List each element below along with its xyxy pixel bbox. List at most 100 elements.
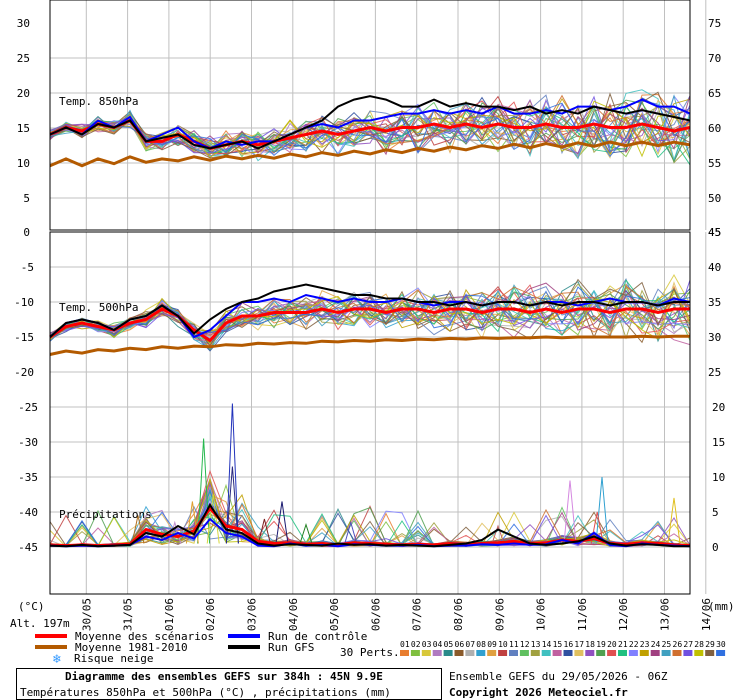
precip-spike	[206, 494, 220, 544]
pert-number: 15	[553, 640, 563, 649]
y-tick-left: -35	[18, 471, 38, 484]
pert-swatch	[432, 650, 442, 656]
pert-swatch	[650, 650, 660, 656]
precip-spike	[667, 497, 681, 544]
panel-1-frame	[50, 0, 690, 230]
pert-swatch	[421, 650, 431, 656]
pert-number: 30	[716, 640, 726, 649]
footer-title: Diagramme des ensembles GEFS sur 384h : …	[65, 670, 383, 683]
pert-number: 25	[662, 640, 672, 649]
pert-number: 04	[433, 640, 443, 649]
precip-spike	[275, 501, 289, 544]
temp850-control-line	[49, 98, 691, 150]
y-tick-right: 30	[708, 331, 721, 344]
y-tick-right: 0	[712, 541, 719, 554]
pert-swatch	[639, 650, 649, 656]
precip-spike	[225, 466, 239, 544]
x-tick-label: 05/06	[328, 598, 341, 631]
y-tick-right: 35	[708, 296, 721, 309]
y-tick-right: 25	[708, 366, 721, 379]
footer-subtitle: Températures 850hPa et 500hPa (°C) , pré…	[20, 686, 391, 699]
y-tick-right: 60	[708, 122, 721, 135]
x-tick-label: 14/06	[700, 598, 713, 631]
panel-title-850: Temp. 850hPa	[59, 95, 138, 108]
y-tick-left: 0	[23, 226, 30, 239]
y-tick-left: -20	[14, 366, 34, 379]
pert-swatch	[400, 650, 409, 656]
legend-label: Moyenne 1981-2010	[75, 641, 188, 654]
pert-swatch	[530, 650, 540, 656]
precip-gfs-line	[49, 503, 690, 548]
pert-number: 20	[607, 640, 617, 649]
pert-number: 08	[476, 640, 486, 649]
pert-number: 29	[705, 640, 715, 649]
temp500-mean-line	[49, 307, 690, 343]
pert-number: 13	[531, 640, 541, 649]
pert-number: 18	[585, 640, 595, 649]
unit-right-label: (mm)	[708, 600, 735, 613]
pert-number: 17	[574, 640, 584, 649]
x-tick-label: 03/06	[246, 598, 259, 631]
pert-number: 19	[596, 640, 606, 649]
y-tick-right: 40	[708, 261, 721, 274]
x-tick-label: 01/06	[163, 598, 176, 631]
panel-1-border	[49, 0, 691, 231]
temp850-mean-line	[49, 118, 691, 150]
x-tick-label: 04/06	[287, 598, 300, 631]
pert-number: 16	[564, 640, 574, 649]
altitude-label: Alt. 197m	[10, 617, 70, 630]
temp500-clim-line	[49, 334, 690, 356]
pert-number: 24	[651, 640, 661, 649]
legend-label: Moyenne des scénarios	[75, 630, 214, 643]
unit-left-label: (°C)	[18, 600, 45, 613]
temp850-gfs-line	[49, 95, 691, 150]
precip-spike	[344, 520, 358, 544]
pert-number: 03	[422, 640, 432, 649]
y-tick-right: 50	[708, 192, 721, 205]
y-tick-left: 20	[17, 87, 30, 100]
run-info: Ensemble GEFS du 29/05/2026 - 06Z	[449, 670, 668, 683]
x-tick-label: 31/05	[122, 598, 135, 631]
pert-swatch	[694, 650, 704, 656]
x-tick-label: 12/06	[617, 598, 630, 631]
pert-number: 10	[498, 640, 508, 649]
x-tick-label: 10/06	[535, 598, 548, 631]
y-tick-left: -15	[14, 331, 34, 344]
y-tick-left: -30	[18, 436, 38, 449]
pert-swatch	[607, 650, 617, 656]
precip-spike	[595, 476, 609, 544]
y-tick-left: 25	[17, 52, 30, 65]
x-tick-label: 06/06	[369, 598, 382, 631]
x-tick-label: 30/05	[80, 598, 93, 631]
y-tick-right: 5	[712, 506, 719, 519]
pert-number: 23	[640, 640, 650, 649]
x-tick-label: 02/06	[204, 598, 217, 631]
y-tick-right: 45	[708, 226, 721, 239]
footer-box	[16, 668, 442, 700]
y-tick-left: -10	[14, 296, 34, 309]
pert-number: 09	[487, 640, 497, 649]
pert-swatch	[519, 650, 529, 656]
x-tick-label: 11/06	[576, 598, 589, 631]
precip-spike	[491, 524, 505, 544]
pert-swatch	[683, 650, 693, 656]
pert-number: 12	[520, 640, 530, 649]
panel-title-precip: Précipitations	[59, 508, 152, 521]
legend-label: Run de contrôle	[268, 630, 367, 643]
pert-number: 21	[618, 640, 628, 649]
pert-number: 14	[542, 640, 552, 649]
pert-swatch	[410, 650, 420, 656]
precip-spike	[403, 528, 417, 544]
pert-swatch	[476, 650, 486, 656]
panel-2-border	[49, 231, 691, 595]
temp500-gfs-line	[49, 283, 690, 338]
pert-number: 06	[455, 640, 465, 649]
pert-swatch	[465, 650, 475, 656]
pert-swatch	[661, 650, 671, 656]
y-tick-left: -25	[18, 401, 38, 414]
y-tick-right: 75	[708, 17, 721, 30]
pert-swatch	[585, 650, 595, 656]
pert-number: 01	[400, 640, 410, 649]
